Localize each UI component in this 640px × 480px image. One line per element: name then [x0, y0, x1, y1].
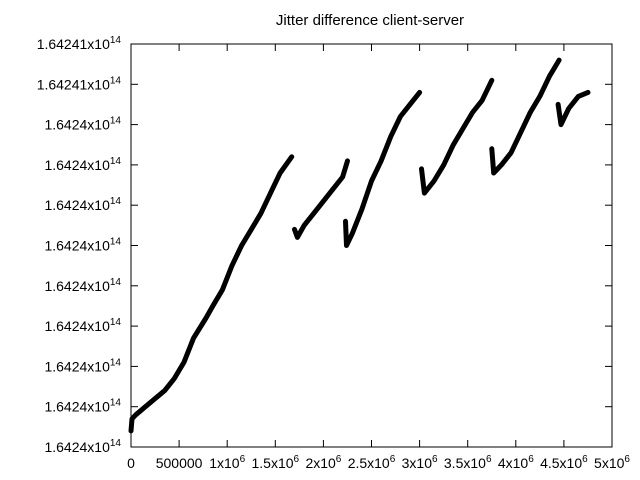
y-tick-label-exponent: 14 [110, 398, 122, 409]
x-tick-label-text: 2x10 [305, 455, 336, 471]
y-tick-label: 1.6424x1014 [44, 398, 121, 415]
x-tick-label: 2x106 [305, 454, 341, 471]
x-tick-label-exponent: 6 [294, 454, 300, 465]
chart-title: Jitter difference client-server [276, 12, 464, 29]
series-line-segment [489, 57, 562, 176]
x-tick-label-text: 4x10 [498, 455, 529, 471]
y-tick-label-text: 1.6424x10 [44, 439, 110, 455]
y-tick-label: 1.6424x1014 [44, 196, 121, 213]
x-tick-label-exponent: 6 [240, 454, 246, 465]
y-tick-label-text: 1.6424x10 [44, 278, 110, 294]
x-tick-label-text: 2.5x10 [348, 455, 390, 471]
x-tick-label: 1.5x106 [251, 454, 299, 471]
y-tick-label-text: 1.6424x10 [44, 238, 110, 254]
y-tick-label-text: 1.6424x10 [44, 117, 110, 133]
y-tick-label-text: 1.6424x10 [44, 197, 110, 213]
x-tick-label: 2.5x106 [348, 454, 396, 471]
y-tick-label-exponent: 14 [110, 35, 122, 46]
x-tick-label-exponent: 6 [582, 454, 588, 465]
y-axis: 1.6424x10141.6424x10141.6424x10141.6424x… [37, 35, 612, 455]
y-tick-label-text: 1.6424x10 [44, 399, 110, 415]
x-tick-label-exponent: 6 [486, 454, 492, 465]
x-tick-label-text: 1.5x10 [251, 455, 293, 471]
x-tick-label-text: 3x10 [402, 455, 433, 471]
y-tick-label-exponent: 14 [110, 116, 122, 127]
x-tick-label-text: 4.5x10 [540, 455, 582, 471]
x-tick-label-text: 3.5x10 [444, 455, 486, 471]
y-tick-label: 1.6424x1014 [44, 237, 121, 254]
y-tick-label-exponent: 14 [110, 438, 122, 449]
x-tick-label-text: 500000 [156, 455, 203, 471]
y-tick-label-exponent: 14 [110, 277, 122, 288]
x-tick-label-exponent: 6 [624, 454, 630, 465]
plot-area-frame [130, 43, 613, 448]
y-tick-label: 1.6424x1014 [44, 277, 121, 294]
x-tick-label-exponent: 6 [390, 454, 396, 465]
y-tick-label-exponent: 14 [110, 156, 122, 167]
x-tick-label-exponent: 6 [336, 454, 342, 465]
x-tick-label-text: 0 [127, 455, 135, 471]
x-tick-label: 3x106 [402, 454, 438, 471]
y-tick-label-text: 1.64241x10 [37, 36, 110, 52]
y-tick-label: 1.64241x1014 [37, 35, 122, 52]
x-tick-label-exponent: 6 [432, 454, 438, 465]
y-tick-label: 1.6424x1014 [44, 438, 121, 455]
y-tick-label-exponent: 14 [110, 237, 122, 248]
y-tick-label: 1.6424x1014 [44, 116, 121, 133]
y-tick-label-text: 1.6424x10 [44, 318, 110, 334]
x-tick-label: 4.5x106 [540, 454, 588, 471]
y-tick-label-exponent: 14 [110, 75, 122, 86]
x-tick-label-text: 1x10 [209, 455, 240, 471]
x-tick-label: 500000 [156, 455, 203, 471]
series-line-segment [292, 158, 350, 240]
y-tick-label-exponent: 14 [110, 317, 122, 328]
x-tick-label-exponent: 6 [528, 454, 534, 465]
x-tick-label: 5x106 [594, 454, 630, 471]
y-tick-label: 1.64241x1014 [37, 75, 122, 92]
x-axis: 0 500000 1x106 1.5x106 2x106 2.5x106 3x106 3.5x… [127, 44, 630, 471]
series-line-segment [419, 77, 495, 196]
y-tick-label-text: 1.64241x10 [37, 76, 110, 92]
series-line-segment [343, 89, 423, 248]
y-tick-label: 1.6424x1014 [44, 317, 121, 334]
x-tick-label: 1x106 [209, 454, 245, 471]
y-tick-label-exponent: 14 [110, 196, 122, 207]
x-tick-label: 3.5x106 [444, 454, 492, 471]
y-tick-label-text: 1.6424x10 [44, 157, 110, 173]
y-tick-label-text: 1.6424x10 [44, 358, 110, 374]
y-tick-label: 1.6424x1014 [44, 357, 121, 374]
x-tick-label-text: 5x10 [594, 455, 625, 471]
x-tick-label: 4x106 [498, 454, 534, 471]
series-line-segment [555, 89, 591, 128]
y-tick-label: 1.6424x1014 [44, 156, 121, 173]
series-line-segment [128, 154, 295, 434]
series-layer [128, 57, 591, 434]
x-tick-label: 0 [127, 455, 135, 471]
y-tick-label-exponent: 14 [110, 357, 122, 368]
